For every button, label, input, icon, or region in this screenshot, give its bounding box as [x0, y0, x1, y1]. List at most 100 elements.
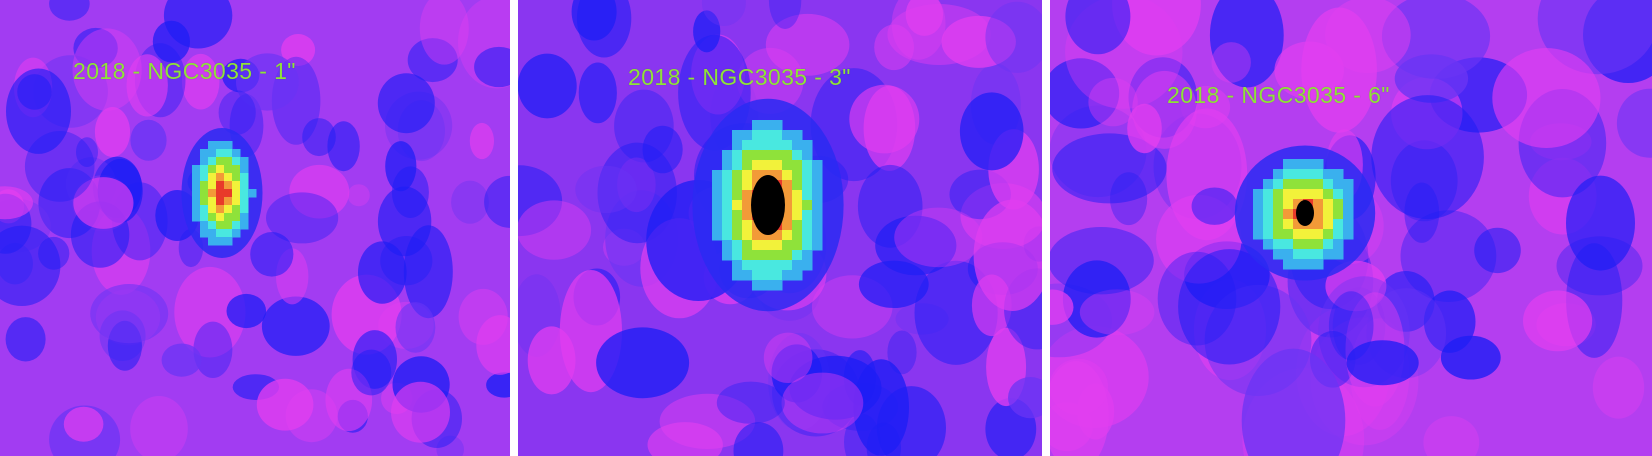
noise-blob	[1209, 0, 1284, 88]
noise-blob	[647, 422, 723, 456]
source-pixel	[1293, 219, 1304, 230]
source-pixel	[232, 149, 241, 158]
noise-blob	[1065, 0, 1131, 55]
source-pixel	[802, 140, 813, 151]
source-pixel	[782, 130, 793, 141]
noise-blob	[1566, 175, 1635, 271]
source-pixel	[772, 280, 783, 291]
source-pixel	[732, 230, 743, 241]
source-pixel	[782, 180, 793, 191]
source-pixel	[200, 189, 209, 198]
source-pixel	[732, 190, 743, 201]
noise-blob	[849, 84, 920, 154]
radio-source	[181, 128, 263, 258]
noise-blob	[733, 422, 784, 456]
source-pixel	[742, 230, 753, 241]
source-pixel	[216, 173, 225, 182]
panel-label: 2018 - NGC3035 - 6"	[1167, 82, 1390, 108]
source-pixel	[802, 200, 813, 211]
source-pixel	[1263, 179, 1274, 190]
source-pixel	[1313, 209, 1324, 220]
source-pixel	[1323, 189, 1334, 200]
source-pixel	[802, 160, 813, 171]
source-pixel	[732, 170, 743, 181]
source-pixel	[216, 157, 225, 166]
image-panel-1: 2018 - NGC3035 - 1"	[0, 0, 510, 456]
source-pixel	[1253, 219, 1264, 230]
noise-blob	[1088, 77, 1138, 127]
source-pixel	[192, 189, 201, 198]
source-pixel	[192, 205, 201, 214]
source-pixel	[792, 240, 803, 251]
source-pixel	[224, 165, 233, 174]
noise-blob	[736, 47, 804, 114]
noise-blob	[1178, 249, 1281, 365]
source-pixel	[752, 170, 763, 181]
source-pixel	[1303, 189, 1314, 200]
source-pixel	[712, 220, 723, 231]
source-pixel	[762, 160, 773, 171]
source-pixel	[762, 260, 773, 271]
noise-blob	[76, 137, 98, 168]
source-pixel	[1313, 189, 1324, 200]
source-pixel	[216, 189, 225, 198]
source-pixel	[732, 180, 743, 191]
source-pixel	[1343, 229, 1354, 240]
noise-blob	[73, 177, 134, 229]
noise-blob	[358, 241, 407, 304]
source-pixel	[1293, 259, 1304, 270]
source-pixel	[742, 170, 753, 181]
source-pixel	[732, 200, 743, 211]
source-pixel	[1263, 189, 1274, 200]
radio-map-1	[0, 0, 510, 456]
source-pixel	[712, 210, 723, 221]
source-pixel	[732, 130, 743, 141]
noise-blob	[289, 164, 350, 219]
source-pixel	[722, 240, 733, 251]
source-pixel	[1323, 229, 1334, 240]
noise-blob	[38, 236, 70, 270]
source-pixel	[762, 130, 773, 141]
source-pixel	[232, 229, 241, 238]
source-pixel	[782, 270, 793, 281]
source-pixel	[742, 250, 753, 261]
source-pixel	[732, 260, 743, 271]
noise-blob	[959, 92, 1024, 171]
noise-blob	[941, 15, 1016, 68]
source-pixel	[752, 130, 763, 141]
source-pixel	[224, 221, 233, 230]
noise-blob	[518, 200, 592, 260]
noise-blob	[642, 125, 683, 174]
source-pixel	[208, 197, 217, 206]
noise-blob	[1325, 260, 1387, 312]
noise-blobs	[0, 0, 510, 456]
source-pixel	[782, 140, 793, 151]
source-pixel	[1293, 249, 1304, 260]
source-pixel	[216, 181, 225, 190]
noise-blob	[1328, 291, 1374, 361]
noise-blob	[256, 378, 314, 431]
noise-blob	[474, 46, 510, 88]
source-pixel	[208, 205, 217, 214]
source-pixel	[762, 250, 773, 261]
source-pixel	[722, 210, 733, 221]
source-pixel	[802, 170, 813, 181]
source-pixel	[200, 213, 209, 222]
source-pixel	[1263, 219, 1274, 230]
panel-label: 2018 - NGC3035 - 1"	[73, 58, 296, 84]
source-pixel	[1293, 189, 1304, 200]
source-pixel	[1263, 209, 1274, 220]
source-pixel	[1323, 179, 1334, 190]
source-pixel	[1293, 179, 1304, 190]
source-pixel	[812, 200, 823, 211]
noise-blob	[436, 435, 464, 456]
source-pixel	[752, 140, 763, 151]
source-pixel	[782, 150, 793, 161]
source-pixel	[712, 190, 723, 201]
noise-blob	[1241, 348, 1346, 456]
noise-blob	[1211, 42, 1251, 83]
source-pixel	[1283, 209, 1294, 220]
source-pixel	[722, 230, 733, 241]
source-pixel	[742, 140, 753, 151]
noise-blob	[1371, 95, 1484, 220]
